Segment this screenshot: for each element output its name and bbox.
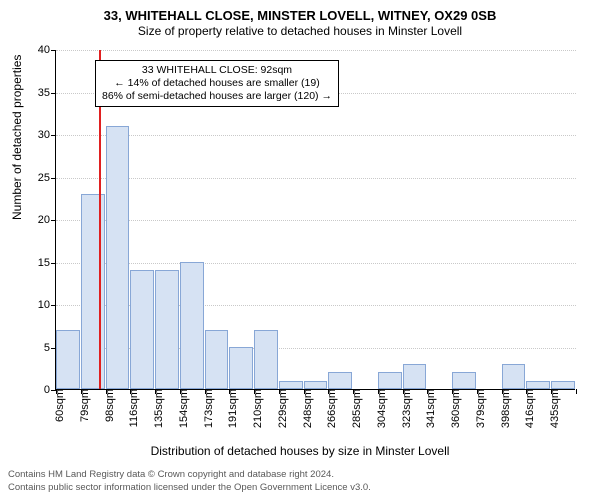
xtick-label: 154sqm <box>176 389 190 428</box>
title-block: 33, WHITEHALL CLOSE, MINSTER LOVELL, WIT… <box>0 0 600 39</box>
xtick-label: 210sqm <box>250 389 264 428</box>
xtick-label: 435sqm <box>547 389 561 428</box>
xtick-label: 360sqm <box>448 389 462 428</box>
xtick-label: 398sqm <box>498 389 512 428</box>
chart-container: 33, WHITEHALL CLOSE, MINSTER LOVELL, WIT… <box>0 0 600 500</box>
histogram-bar <box>452 372 476 389</box>
histogram-bar <box>254 330 278 390</box>
xtick-label: 248sqm <box>300 389 314 428</box>
xtick-label: 229sqm <box>275 389 289 428</box>
annotation-line: 33 WHITEHALL CLOSE: 92sqm <box>102 64 332 77</box>
xtick-label: 285sqm <box>349 389 363 428</box>
xtick-label: 98sqm <box>102 389 116 422</box>
histogram-bar <box>106 126 130 390</box>
ytick-label: 35 <box>38 87 56 99</box>
annotation-line: 86% of semi-detached houses are larger (… <box>102 90 332 103</box>
ytick-label: 20 <box>38 214 56 226</box>
xtick-mark <box>576 389 577 394</box>
xtick-label: 304sqm <box>374 389 388 428</box>
histogram-bar <box>56 330 80 390</box>
ytick-label: 40 <box>38 44 56 56</box>
xtick-label: 60sqm <box>52 389 66 422</box>
annotation-box: 33 WHITEHALL CLOSE: 92sqm ← 14% of detac… <box>95 60 339 107</box>
footer-attribution: Contains HM Land Registry data © Crown c… <box>8 469 371 494</box>
xtick-label: 379sqm <box>473 389 487 428</box>
y-axis-title: Number of detached properties <box>10 55 24 220</box>
histogram-bar <box>304 381 328 390</box>
gridline <box>56 220 576 221</box>
histogram-bar <box>502 364 526 390</box>
histogram-bar <box>229 347 253 390</box>
histogram-bar <box>551 381 575 390</box>
ytick-label: 5 <box>44 342 56 354</box>
chart-area: 051015202530354060sqm79sqm98sqm116sqm135… <box>55 50 575 390</box>
histogram-bar <box>378 372 402 389</box>
ytick-label: 10 <box>38 299 56 311</box>
footer-line: Contains public sector information licen… <box>8 482 371 494</box>
xtick-label: 79sqm <box>77 389 91 422</box>
xtick-label: 173sqm <box>201 389 215 428</box>
histogram-bar <box>180 262 204 390</box>
xtick-label: 416sqm <box>522 389 536 428</box>
footer-line: Contains HM Land Registry data © Crown c… <box>8 469 371 481</box>
x-axis-title: Distribution of detached houses by size … <box>0 444 600 458</box>
xtick-label: 191sqm <box>225 389 239 428</box>
xtick-label: 135sqm <box>151 389 165 428</box>
gridline <box>56 50 576 51</box>
xtick-label: 341sqm <box>423 389 437 428</box>
xtick-label: 116sqm <box>126 389 140 427</box>
histogram-bar <box>155 270 179 389</box>
histogram-bar <box>526 381 550 390</box>
histogram-bar <box>130 270 154 389</box>
histogram-bar <box>205 330 229 390</box>
chart-title: 33, WHITEHALL CLOSE, MINSTER LOVELL, WIT… <box>0 8 600 24</box>
gridline <box>56 178 576 179</box>
gridline <box>56 135 576 136</box>
histogram-bar <box>328 372 352 389</box>
ytick-label: 15 <box>38 257 56 269</box>
xtick-label: 323sqm <box>399 389 413 428</box>
histogram-bar <box>279 381 303 390</box>
annotation-line: ← 14% of detached houses are smaller (19… <box>102 77 332 90</box>
gridline <box>56 263 576 264</box>
ytick-label: 25 <box>38 172 56 184</box>
xtick-label: 266sqm <box>324 389 338 428</box>
histogram-bar <box>403 364 427 390</box>
chart-subtitle: Size of property relative to detached ho… <box>0 24 600 39</box>
ytick-label: 30 <box>38 129 56 141</box>
